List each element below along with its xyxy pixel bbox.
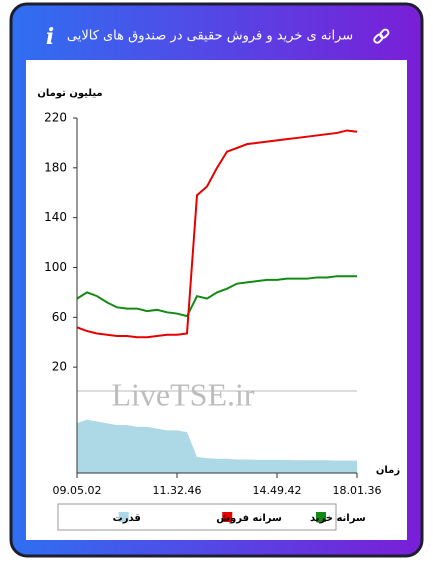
legend-label: سرانه فروش (216, 513, 282, 524)
legend-label: سرانه خرید (310, 513, 366, 524)
info-icon[interactable]: i (46, 24, 54, 50)
y-tick-label: 180 (44, 160, 67, 174)
x-tick-label: 09.05.02 (53, 484, 102, 497)
header-title: سرانه ی خرید و فروش حقیقی در صندوق های ک… (67, 29, 353, 44)
y-tick-label: 20 (52, 360, 67, 374)
watermark: LiveTSE.ir (111, 376, 254, 412)
area (77, 419, 357, 473)
line (76, 275, 357, 318)
legend-label: قدرت (113, 513, 141, 524)
legend-swatch (222, 512, 233, 522)
y-tick-label: 100 (44, 260, 67, 274)
x-axis-label: زمان (376, 465, 400, 476)
y-tick-label: 140 (44, 210, 67, 224)
x-tick-label: 18.01.36 (333, 484, 382, 497)
y-tick-label: 60 (52, 310, 67, 324)
legend-swatch (118, 512, 129, 522)
y-tick-label: 220 (44, 111, 67, 125)
legend (57, 503, 337, 531)
line (76, 129, 358, 339)
x-tick-label: 14.49.42 (253, 484, 302, 497)
x-tick-label: 11.32.46 (153, 484, 202, 497)
legend-swatch (316, 512, 326, 522)
y-axis-label: میلیون تومان (37, 88, 102, 99)
link-icon[interactable] (373, 28, 390, 44)
